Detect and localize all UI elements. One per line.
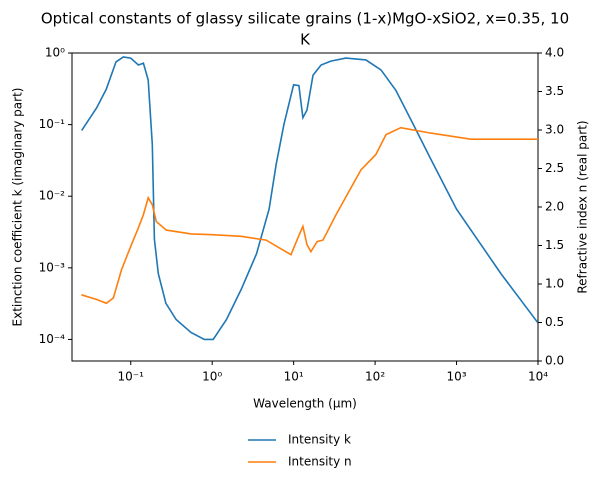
plot-frame (71, 52, 539, 362)
y2-tick-label: 1.0 (545, 277, 564, 291)
y-axis-label: Extinction coefficient k (imaginary part… (11, 88, 25, 327)
chart-title: K (300, 31, 311, 49)
x-axis-label: Wavelength (μm) (253, 397, 357, 411)
y2-tick-label: 0.0 (545, 354, 564, 368)
x-tick-label: 10⁴ (528, 370, 548, 384)
data-line (81, 126, 538, 305)
x-tick-label: 10⁰ (202, 370, 222, 384)
y-tick-label: 10⁻⁴ (39, 332, 66, 346)
y-tick-label: 10⁻² (39, 189, 66, 203)
y2-tick-label: 1.5 (545, 238, 564, 252)
legend-label: Intensity k (288, 433, 351, 447)
y2-axis-label: Refractive index n (real part) (576, 120, 590, 293)
legend-label: Intensity n (288, 455, 352, 469)
y2-tick-label: 4.0 (545, 46, 564, 60)
x-tick-label: 10¹ (284, 370, 304, 384)
x-tick-label: 10² (365, 370, 385, 384)
y2-tick-label: 3.0 (545, 123, 564, 137)
x-tick-label: 10³ (447, 370, 467, 384)
y2-tick-label: 3.5 (545, 84, 564, 98)
y2-tick-label: 0.5 (545, 315, 564, 329)
data-line (81, 56, 538, 341)
y-tick-label: 10⁻¹ (39, 117, 66, 131)
x-tick-label: 10⁻¹ (118, 370, 145, 384)
y-tick-label: 10⁻³ (39, 260, 66, 274)
y2-tick-label: 2.0 (545, 200, 564, 214)
chart-title: Optical constants of glassy silicate gra… (41, 10, 569, 28)
y-tick-label: 10⁰ (45, 46, 65, 60)
y2-tick-label: 2.5 (545, 161, 564, 175)
